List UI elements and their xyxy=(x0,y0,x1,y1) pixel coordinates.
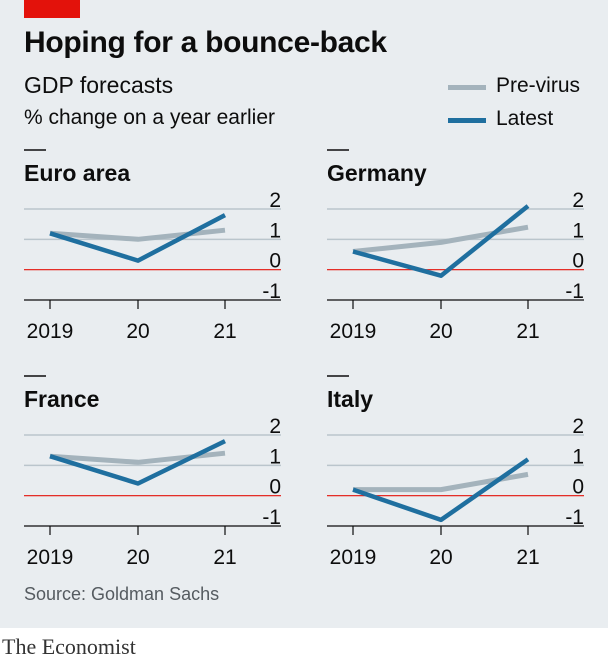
germany-y-tick-label-0: 2 xyxy=(572,189,584,212)
source-note: Source: Goldman Sachs xyxy=(24,584,220,604)
germany-y-tick-label-1: 1 xyxy=(572,219,584,242)
chart-subtitle: GDP forecasts xyxy=(24,72,174,98)
france-y-tick-label-2: 0 xyxy=(269,476,281,499)
france-x-tick-label-1: 20 xyxy=(126,546,149,569)
germany-series-pre-virus-line xyxy=(352,224,529,254)
italy-y-tick-label-1: 1 xyxy=(572,445,584,468)
legend-label-latest: Latest xyxy=(496,107,554,130)
france-panel-title: France xyxy=(24,386,99,412)
euro-area-x-tick-label-0: 2019 xyxy=(27,320,74,343)
france-series-latest-line xyxy=(49,439,226,486)
chart-panel: Hoping for a bounce-back GDP forecasts %… xyxy=(0,0,608,628)
france-x-tick-label-0: 2019 xyxy=(27,546,74,569)
germany-y-tick-label-2: 0 xyxy=(572,250,584,273)
france-y-tick-label-1: 1 xyxy=(269,445,281,468)
euro-area-series-latest-line xyxy=(49,213,227,263)
euro-area-y-tick-label-1: 1 xyxy=(269,219,281,242)
france-y-tick-label-3: -1 xyxy=(262,506,281,529)
euro-area-panel-title: Euro area xyxy=(24,160,130,186)
germany-series-latest-line xyxy=(352,204,530,278)
chart-title: Hoping for a bounce-back xyxy=(24,26,387,59)
italy-y-tick-label-3: -1 xyxy=(565,506,584,529)
euro-area-x-tick-label-2: 21 xyxy=(213,320,236,343)
germany-x-tick-label-1: 20 xyxy=(429,320,452,343)
legend-swatch-previrus xyxy=(448,85,486,90)
legend-swatch-latest xyxy=(448,118,486,123)
euro-area-y-tick-label-3: -1 xyxy=(262,280,281,303)
legend-label-previrus: Pre-virus xyxy=(496,74,581,97)
italy-series-latest-line xyxy=(352,457,530,523)
euro-area-y-tick-label-2: 0 xyxy=(269,250,281,273)
italy-y-tick-label-2: 0 xyxy=(572,476,584,499)
italy-y-tick-label-0: 2 xyxy=(572,415,584,438)
italy-x-tick-label-0: 2019 xyxy=(330,546,377,569)
italy-panel-title: Italy xyxy=(327,386,373,412)
euro-area-x-tick-label-1: 20 xyxy=(126,320,149,343)
france-x-tick-label-2: 21 xyxy=(213,546,236,569)
euro-area-y-tick-label-0: 2 xyxy=(269,189,281,212)
italy-x-tick-label-1: 20 xyxy=(429,546,452,569)
germany-x-tick-label-2: 21 xyxy=(516,320,539,343)
publisher-brand: The Economist xyxy=(2,634,136,659)
chart-unit-label: % change on a year earlier xyxy=(24,106,275,129)
france-y-tick-label-0: 2 xyxy=(269,415,281,438)
germany-x-tick-label-0: 2019 xyxy=(330,320,377,343)
germany-panel-title: Germany xyxy=(327,160,427,186)
germany-y-tick-label-3: -1 xyxy=(565,280,584,303)
euro-area-series-pre-virus-line xyxy=(49,227,226,242)
italy-x-tick-label-2: 21 xyxy=(516,546,539,569)
brand-accent-tab xyxy=(24,0,80,18)
